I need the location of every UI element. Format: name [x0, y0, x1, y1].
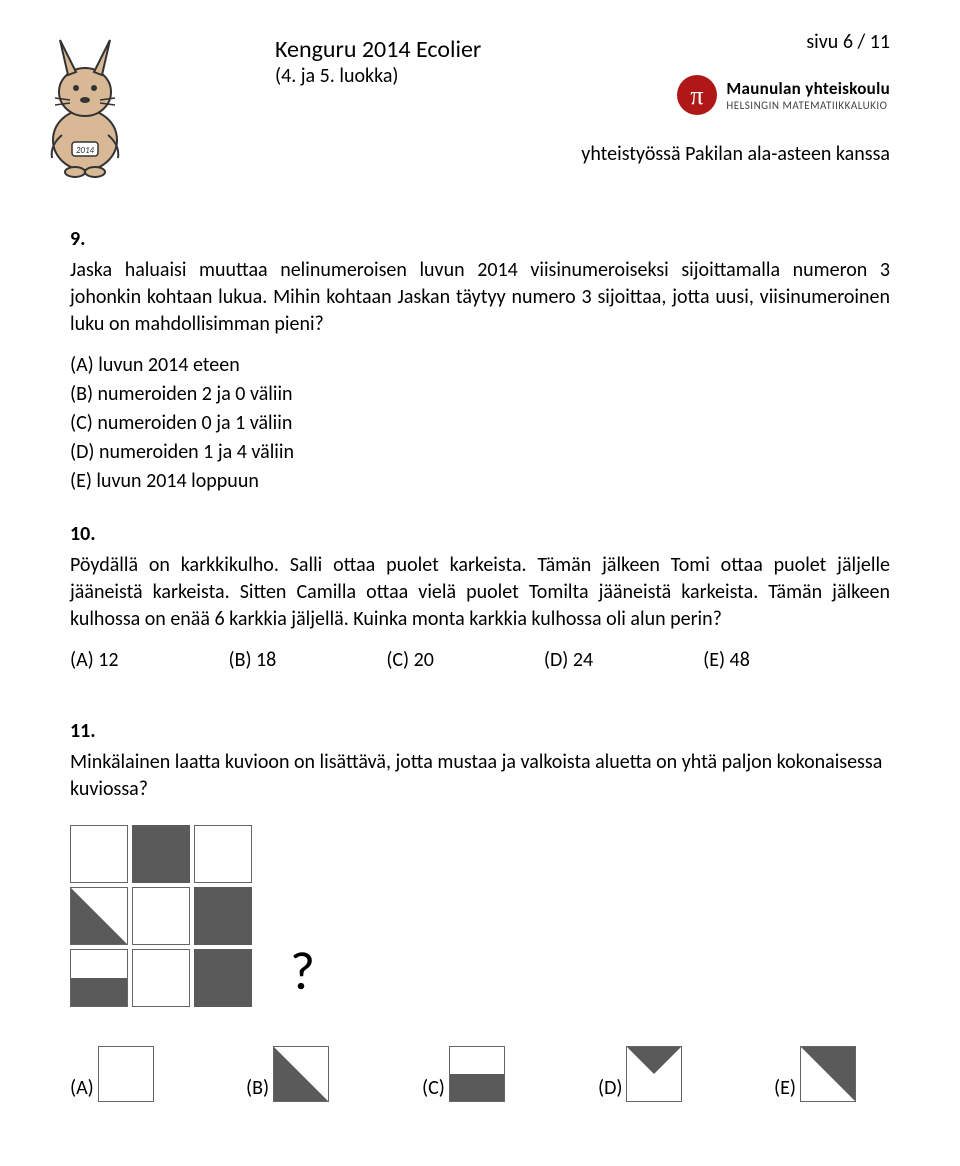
- tile-0-1: [132, 825, 190, 883]
- content: 9. Jaska haluaisi muuttaa nelinumeroisen…: [70, 226, 890, 1102]
- cooperation-text: yhteistyössä Pakilan ala-asteen kanssa: [581, 142, 890, 166]
- ans-e-tile: [800, 1046, 856, 1102]
- ans-b-tile: [273, 1046, 329, 1102]
- school-text: Maunulan yhteiskoulu HELSINGIN MATEMATII…: [726, 78, 890, 112]
- q9-option-e: (E) luvun 2014 loppuun: [70, 468, 890, 495]
- school-name: Maunulan yhteiskoulu: [726, 78, 890, 99]
- q11-figure: ?: [70, 825, 890, 1008]
- q10-option-c: (C) 20: [386, 647, 434, 674]
- tile-0-2: [194, 825, 252, 883]
- school-logo: π Maunulan yhteiskoulu HELSINGIN MATEMAT…: [676, 74, 890, 116]
- q10-option-e: (E) 48: [703, 647, 750, 674]
- q11-grid: [70, 825, 252, 1007]
- q11-number: 11.: [70, 718, 890, 745]
- q11-answer-d: (D): [598, 1046, 774, 1102]
- q10-text: Pöydällä on karkkikulho. Salli ottaa puo…: [70, 552, 890, 633]
- page-number: sivu 6 / 11: [806, 30, 890, 54]
- q9-number: 9.: [70, 226, 890, 253]
- mascot-kangaroo-icon: 2014: [30, 30, 140, 185]
- tile-1-0: [70, 887, 128, 945]
- ans-a-label: (A): [70, 1075, 94, 1102]
- q9-options: (A) luvun 2014 eteen (B) numeroiden 2 ja…: [70, 352, 890, 495]
- question-mark: ?: [290, 935, 315, 1008]
- tile-1-2: [194, 887, 252, 945]
- ans-c-label: (C): [422, 1075, 445, 1102]
- mascot-year: 2014: [76, 145, 95, 156]
- tile-2-0: [70, 949, 128, 1007]
- q10-option-b: (B) 18: [229, 647, 277, 674]
- tile-2-2: [194, 949, 252, 1007]
- q9-option-d: (D) numeroiden 1 ja 4 väliin: [70, 439, 890, 466]
- svg-text:π: π: [691, 81, 704, 110]
- ans-d-label: (D): [598, 1075, 622, 1102]
- title-block: Kenguru 2014 Ecolier (4. ja 5. luokka): [275, 35, 481, 88]
- q10-number: 10.: [70, 521, 890, 548]
- pi-icon: π: [676, 74, 718, 116]
- q11-answer-e: (E): [774, 1046, 856, 1102]
- ans-d-tile: [626, 1046, 682, 1102]
- ans-c-tile: [449, 1046, 505, 1102]
- tile-1-1: [132, 887, 190, 945]
- q10-option-a: (A) 12: [70, 647, 119, 674]
- doc-subtitle: (4. ja 5. luokka): [275, 64, 481, 88]
- tile-0-0: [70, 825, 128, 883]
- q10-options: (A) 12 (B) 18 (C) 20 (D) 24 (E) 48: [70, 647, 890, 674]
- ans-e-label: (E): [774, 1075, 796, 1102]
- ans-b-label: (B): [246, 1075, 269, 1102]
- q10-option-d: (D) 24: [544, 647, 593, 674]
- q11-answer-c: (C): [422, 1046, 598, 1102]
- q9-option-a: (A) luvun 2014 eteen: [70, 352, 890, 379]
- q11-text: Minkälainen laatta kuvioon on lisättävä,…: [70, 749, 890, 803]
- ans-a-tile: [98, 1046, 154, 1102]
- q11-answers: (A) (B) (C) (D) (E): [70, 1046, 890, 1102]
- school-subtitle: HELSINGIN MATEMATIIKKALUKIO: [726, 99, 890, 112]
- q11-answer-b: (B): [246, 1046, 422, 1102]
- q11-answer-a: (A): [70, 1046, 246, 1102]
- doc-title: Kenguru 2014 Ecolier: [275, 35, 481, 64]
- q9-option-c: (C) numeroiden 0 ja 1 väliin: [70, 410, 890, 437]
- page-header: 2014 Kenguru 2014 Ecolier (4. ja 5. luok…: [70, 30, 890, 200]
- tile-2-1: [132, 949, 190, 1007]
- q9-option-b: (B) numeroiden 2 ja 0 väliin: [70, 381, 890, 408]
- q9-text: Jaska haluaisi muuttaa nelinumeroisen lu…: [70, 257, 890, 338]
